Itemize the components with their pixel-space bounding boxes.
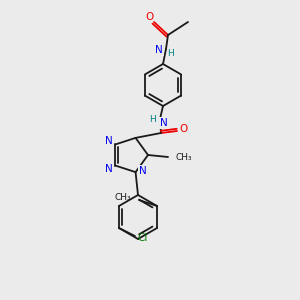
Text: N: N [160,118,168,128]
Text: N: N [105,164,112,174]
Text: H: H [150,116,156,124]
Text: Cl: Cl [138,233,148,243]
Text: H: H [168,50,174,58]
Text: O: O [180,124,188,134]
Text: O: O [145,12,153,22]
Text: N: N [139,166,146,176]
Text: N: N [155,45,163,55]
Text: N: N [105,136,112,146]
Text: CH₃: CH₃ [114,194,131,202]
Text: CH₃: CH₃ [176,152,193,161]
